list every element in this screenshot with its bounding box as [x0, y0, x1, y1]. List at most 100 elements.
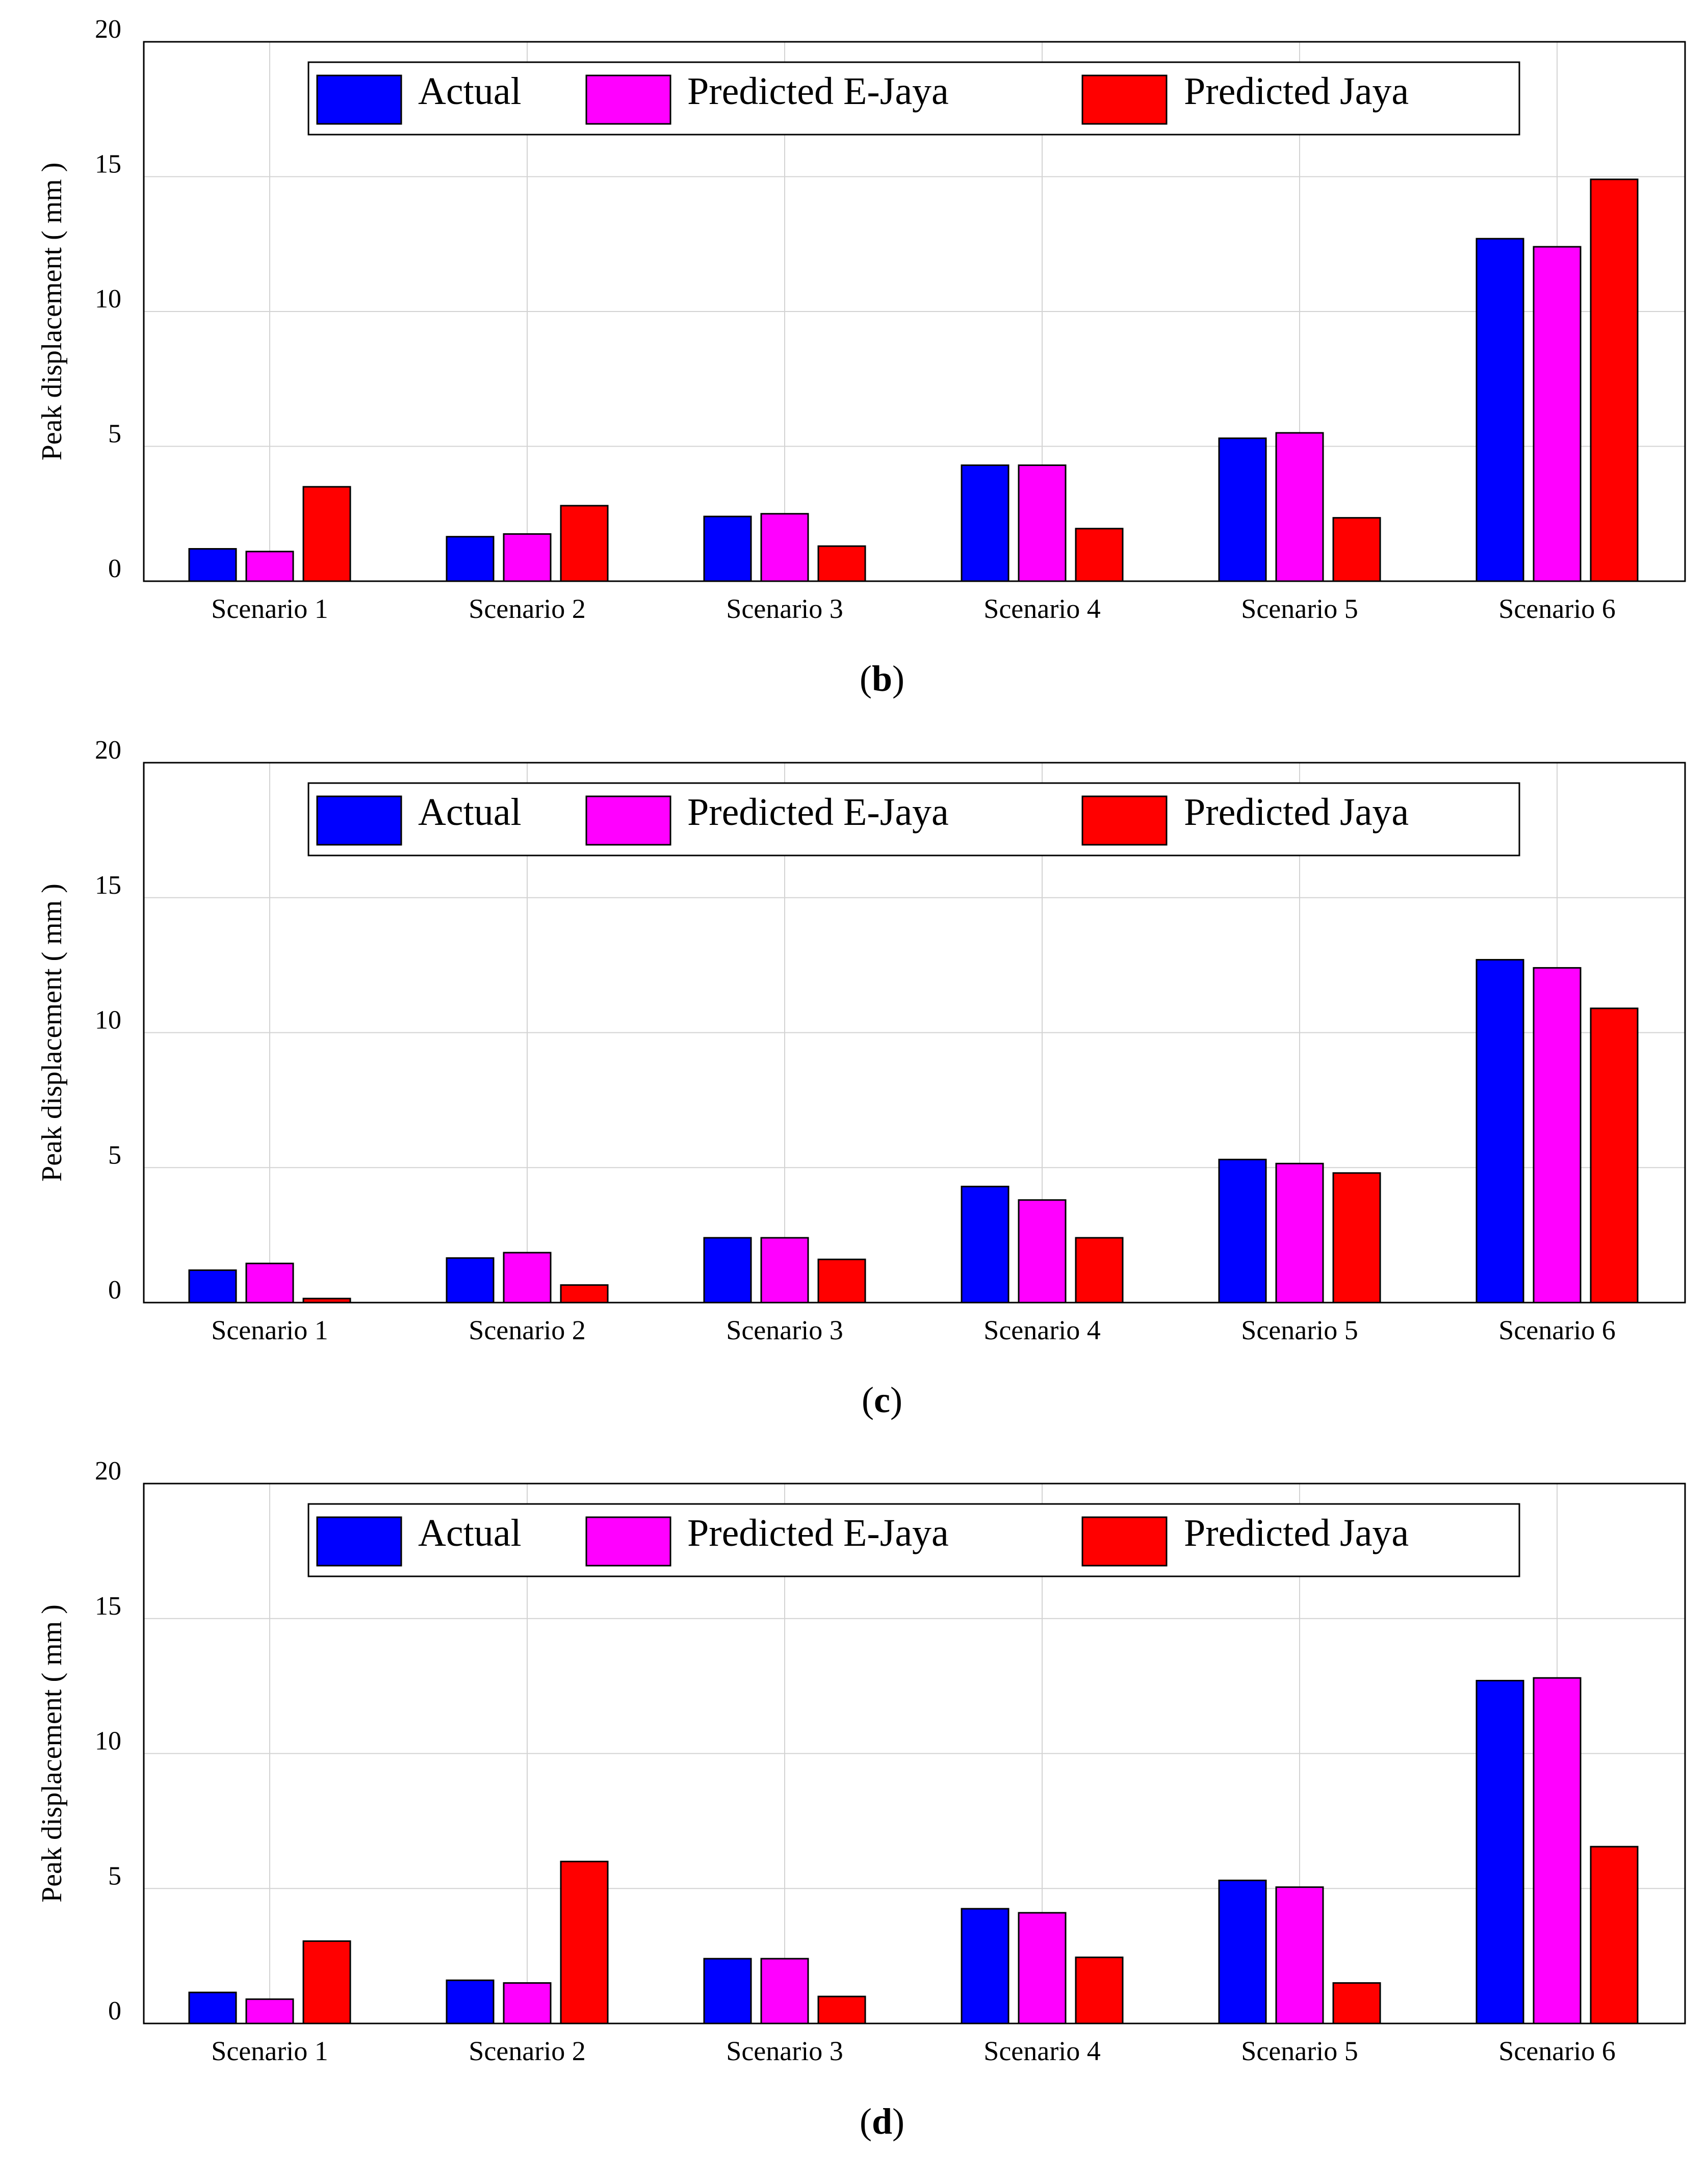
bar-predicted-jaya-3: [817, 545, 866, 582]
bar-actual-1: [188, 548, 237, 582]
bar-actual-4: [961, 1908, 1010, 2024]
axes-frame: [143, 762, 1686, 1304]
legend-label: Actual: [418, 791, 522, 834]
bar-predicted-e-jaya-6: [1533, 967, 1582, 1304]
bar-predicted-e-jaya-5: [1275, 1886, 1324, 2024]
x-tick-label: Scenario 3: [726, 2036, 843, 2066]
bar-actual-3: [703, 1237, 752, 1304]
bar-predicted-jaya-5: [1332, 1172, 1381, 1304]
bar-predicted-e-jaya-4: [1018, 1199, 1067, 1304]
legend-swatch: [1081, 795, 1168, 846]
chart-panel-c: 0 5 10 15 20 Scenario 1 Scenario 2 Scenario 3 Sc…: [36, 736, 1686, 1420]
y-tick-label: 5: [108, 1861, 121, 1890]
y-axis-label: Peak displacement ( mm ): [36, 1604, 68, 1903]
y-tick-label: 15: [95, 150, 121, 179]
axes-frame: [143, 41, 1686, 582]
bar-predicted-e-jaya-2: [503, 1252, 552, 1304]
legend-swatch: [585, 74, 671, 125]
bar-actual-2: [446, 1257, 495, 1304]
bar-actual-3: [703, 1958, 752, 2024]
x-tick-label: Scenario 4: [984, 1315, 1100, 1345]
legend-swatch: [316, 74, 402, 125]
y-axis-label: Peak displacement ( mm ): [36, 884, 68, 1182]
legend-swatch: [316, 795, 402, 846]
y-axis-label: Peak displacement ( mm ): [36, 163, 68, 461]
bar-predicted-e-jaya-5: [1275, 1162, 1324, 1304]
bar-predicted-jaya-4: [1075, 1956, 1124, 2024]
bar-predicted-e-jaya-4: [1018, 1912, 1067, 2024]
panel-caption: (c): [862, 1380, 902, 1420]
y-tick-label: 10: [95, 284, 121, 314]
bar-actual-1: [188, 1269, 237, 1304]
legend-label: Predicted E-Jaya: [687, 1512, 949, 1554]
bar-predicted-e-jaya-2: [503, 1982, 552, 2024]
bar-actual-6: [1476, 959, 1524, 1304]
bar-actual-4: [961, 464, 1010, 582]
x-tick-label: Scenario 3: [726, 593, 843, 624]
y-tick-label: 0: [108, 1996, 121, 2026]
legend-box: [307, 1503, 1520, 1577]
x-tick-label: Scenario 5: [1241, 2036, 1358, 2066]
x-tick-label: Scenario 2: [469, 2036, 585, 2066]
bar-actual-2: [446, 536, 495, 582]
y-tick-label: 0: [108, 554, 121, 583]
bar-actual-6: [1476, 238, 1524, 582]
x-tick-label: Scenario 1: [211, 2036, 328, 2066]
y-tick-label: 10: [95, 1727, 121, 1756]
y-tick-label: 5: [108, 1140, 121, 1170]
axes-frame: [143, 1483, 1686, 2024]
legend-swatch: [1081, 74, 1168, 125]
bar-predicted-e-jaya-3: [760, 513, 809, 582]
bar-predicted-e-jaya-5: [1275, 432, 1324, 582]
bar-actual-5: [1218, 437, 1267, 582]
bar-actual-4: [961, 1185, 1010, 1304]
x-tick-label: Scenario 6: [1498, 2036, 1615, 2066]
bar-predicted-jaya-6: [1590, 1007, 1639, 1304]
x-tick-label: Scenario 3: [726, 1315, 843, 1345]
x-tick-label: Scenario 2: [469, 593, 585, 624]
legend-swatch: [585, 795, 671, 846]
bar-actual-6: [1476, 1680, 1524, 2024]
y-tick-label: 15: [95, 1592, 121, 1621]
legend-swatch: [585, 1516, 671, 1567]
bar-predicted-jaya-4: [1075, 1237, 1124, 1304]
x-tick-label: Scenario 1: [211, 593, 328, 624]
y-tick-label: 15: [95, 871, 121, 900]
x-tick-label: Scenario 5: [1241, 593, 1358, 624]
legend: Actual Predicted E-Jaya Predicted Jaya: [307, 1503, 1520, 1577]
y-tick-label: 20: [95, 15, 121, 44]
bar-predicted-jaya-2: [560, 1860, 609, 2024]
legend-label: Actual: [418, 1512, 522, 1554]
x-tick-label: Scenario 4: [984, 2036, 1100, 2066]
legend: Actual Predicted E-Jaya Predicted Jaya: [307, 61, 1520, 136]
y-tick-label: 20: [95, 1457, 121, 1486]
bar-predicted-e-jaya-2: [503, 533, 552, 582]
bar-predicted-e-jaya-6: [1533, 246, 1582, 582]
legend-label: Predicted Jaya: [1184, 70, 1409, 113]
legend-swatch: [1081, 1516, 1168, 1567]
bar-predicted-e-jaya-1: [245, 1998, 294, 2024]
bar-predicted-jaya-2: [560, 1284, 609, 1304]
y-tick-label: 5: [108, 420, 121, 449]
x-tick-label: Scenario 2: [469, 1315, 585, 1345]
bar-predicted-jaya-1: [302, 486, 351, 582]
chart-panel-d: 0 5 10 15 20 Scenario 1 Scenario 2 Scenario 3 Sc…: [36, 1457, 1686, 2142]
bar-predicted-jaya-5: [1332, 517, 1381, 582]
x-tick-label: Scenario 1: [211, 1315, 328, 1345]
legend-box: [307, 61, 1520, 136]
panel-caption: (b): [860, 658, 904, 699]
legend-label: Predicted Jaya: [1184, 1512, 1409, 1554]
legend-label: Predicted Jaya: [1184, 791, 1409, 834]
bar-actual-1: [188, 1991, 237, 2024]
legend-swatch: [316, 1516, 402, 1567]
x-tick-label: Scenario 6: [1498, 593, 1615, 624]
bar-predicted-jaya-6: [1590, 178, 1639, 582]
bar-predicted-e-jaya-4: [1018, 464, 1067, 582]
x-tick-label: Scenario 6: [1498, 1315, 1615, 1345]
bar-actual-2: [446, 1979, 495, 2024]
x-tick-label: Scenario 4: [984, 593, 1100, 624]
legend: Actual Predicted E-Jaya Predicted Jaya: [307, 782, 1520, 856]
bar-actual-5: [1218, 1879, 1267, 2024]
bar-predicted-jaya-1: [302, 1940, 351, 2024]
